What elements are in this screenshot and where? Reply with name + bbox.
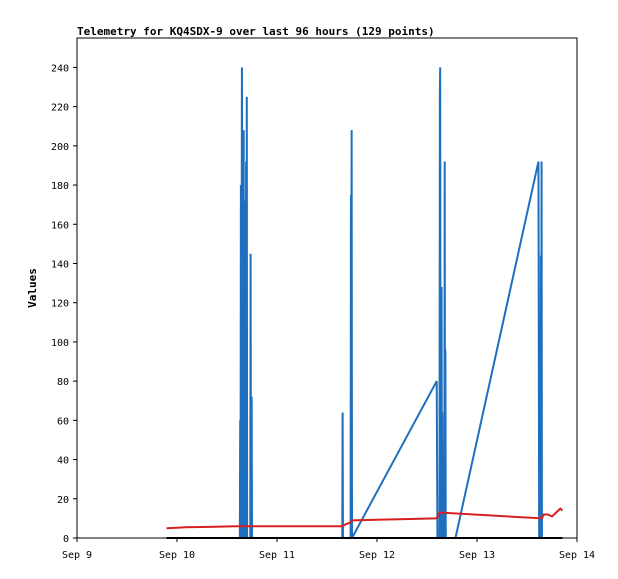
y-tick-label: 200 [51, 142, 69, 153]
y-tick-label: 220 [51, 103, 69, 114]
y-tick-label: 80 [57, 377, 69, 388]
x-axis: Sep 9 Sep 10 Sep 11 Sep 12 Sep 13 Sep 14 [62, 538, 595, 561]
x-tick-label: Sep 13 [459, 550, 495, 561]
x-tick-label: Sep 11 [259, 550, 295, 561]
plot-area [76, 37, 578, 539]
series-line-1 [238, 67, 543, 539]
y-tick-label: 60 [57, 416, 69, 427]
series-layer [166, 67, 564, 539]
y-tick-label: 40 [57, 456, 69, 467]
x-tick-label: Sep 10 [159, 550, 195, 561]
x-tick-label: Sep 14 [559, 550, 595, 561]
series-line-2 [166, 507, 564, 530]
x-tick-label: Sep 9 [62, 550, 92, 561]
x-tick-label: Sep 12 [359, 550, 395, 561]
y-tick-label: 160 [51, 220, 69, 231]
y-axis-label: Values [26, 268, 39, 308]
y-tick-label: 240 [51, 63, 69, 74]
y-tick-label: 20 [57, 495, 69, 506]
y-tick-label: 100 [51, 338, 69, 349]
y-tick-label: 120 [51, 299, 69, 310]
y-axis: 0 20 40 60 80 100 120 140 160 180 200 220 240 [51, 63, 77, 545]
y-tick-label: 140 [51, 259, 69, 270]
y-tick-label: 180 [51, 181, 69, 192]
chart-title: Telemetry for KQ4SDX-9 over last 96 hour… [77, 25, 435, 38]
y-tick-label: 0 [63, 534, 69, 545]
